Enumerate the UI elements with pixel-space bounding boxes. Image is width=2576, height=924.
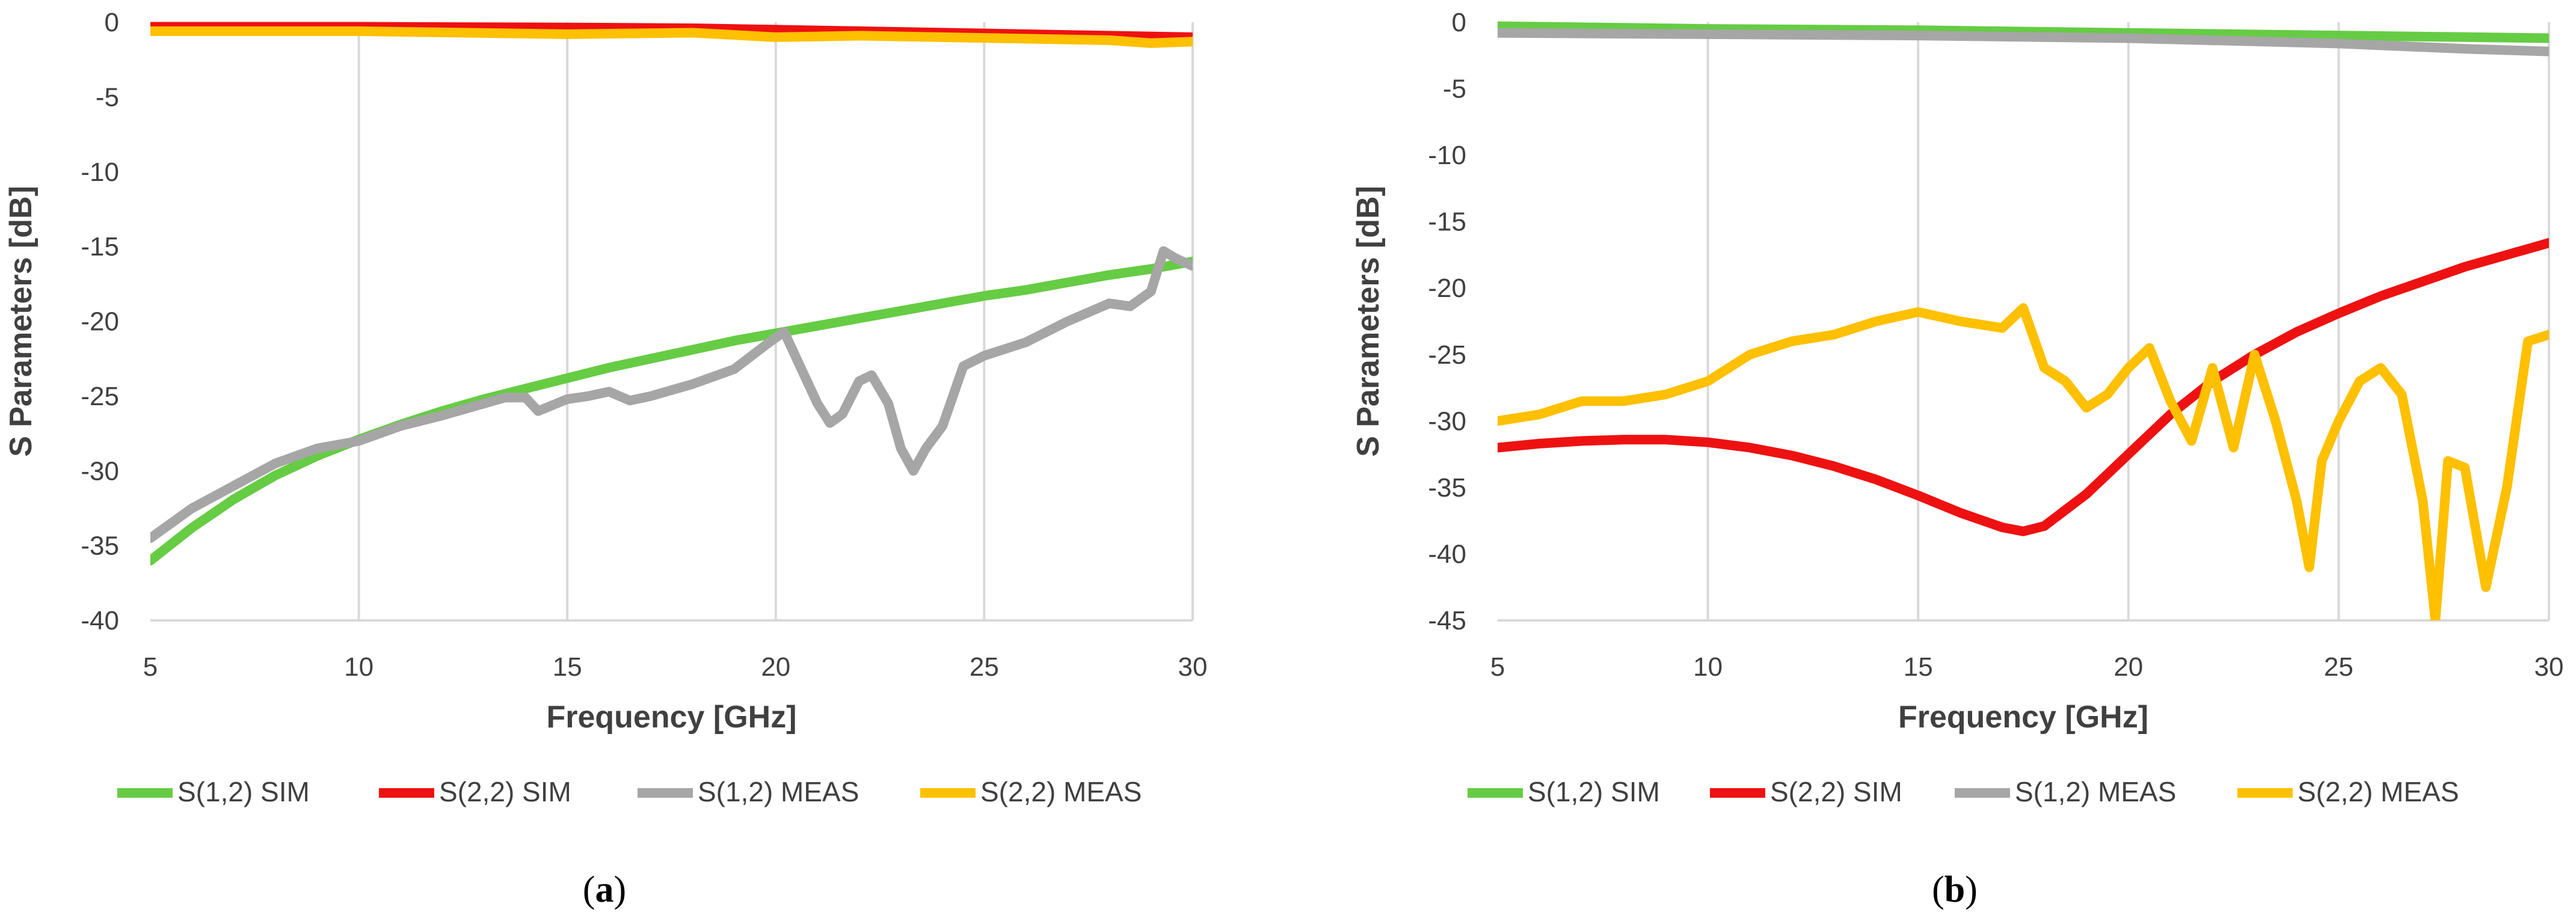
y-tick-label: -5 bbox=[96, 82, 119, 112]
x-axis-title: Frequency [GHz] bbox=[546, 700, 796, 735]
x-tick-label: 20 bbox=[761, 652, 790, 682]
y-tick-label: -15 bbox=[81, 232, 119, 262]
legend-label-s-2-2-meas: S(2,2) MEAS bbox=[980, 776, 1142, 807]
series-line-s-2-2-meas bbox=[150, 26, 1193, 48]
panel-label-close-paren: ) bbox=[1965, 869, 1978, 910]
panel-label-open-paren: ( bbox=[583, 869, 595, 910]
y-tick-label: -40 bbox=[1428, 539, 1466, 569]
y-tick-label: -25 bbox=[81, 382, 119, 411]
series-line-s-2-2-meas bbox=[1498, 303, 2549, 620]
series-line-s-1-2-sim bbox=[150, 257, 1193, 566]
x-axis-title: Frequency [GHz] bbox=[1898, 700, 2148, 735]
chart-panel-b: 5 10 15 20 25 30 0 -5 -10 -15 -20 -25 -30 -35 -40 -45 Fr… bbox=[1351, 8, 2563, 910]
series-line-s-1-2-meas bbox=[1498, 28, 2549, 57]
y-axis-title: S Parameters [dB] bbox=[1351, 186, 1386, 457]
y-tick-label: -10 bbox=[1428, 141, 1466, 170]
y-tick-label: -20 bbox=[81, 307, 119, 337]
y-tick-label: -45 bbox=[1428, 606, 1466, 635]
y-tick-label: -30 bbox=[1428, 406, 1466, 436]
legend-label-s-1-2-meas: S(1,2) MEAS bbox=[2015, 776, 2176, 807]
legend-label-s-1-2-sim: S(1,2) SIM bbox=[1528, 776, 1660, 807]
y-tick-label: -5 bbox=[1443, 75, 1466, 104]
panel-label: (b) bbox=[1932, 869, 1978, 910]
y-tick-label: -25 bbox=[1428, 340, 1466, 370]
plot-area bbox=[150, 22, 1193, 566]
x-tick-label: 15 bbox=[1904, 652, 1933, 682]
series-line-s-2-2-sim bbox=[1498, 238, 2549, 536]
legend-label-s-2-2-sim: S(2,2) SIM bbox=[1770, 776, 1902, 807]
y-tick-label: -35 bbox=[1428, 473, 1466, 503]
x-tick-label: 30 bbox=[1178, 652, 1208, 682]
y-axis-title: S Parameters [dB] bbox=[4, 186, 38, 457]
legend-label-s-1-2-meas: S(1,2) MEAS bbox=[698, 776, 859, 807]
x-tick-label: 10 bbox=[344, 652, 373, 682]
y-tick-label: -30 bbox=[81, 456, 119, 486]
x-tick-label: 25 bbox=[970, 652, 999, 682]
series-line-s-1-2-meas bbox=[150, 246, 1193, 543]
x-tick-label: 20 bbox=[2113, 652, 2143, 682]
legend-label-s-2-2-sim: S(2,2) SIM bbox=[439, 776, 571, 807]
legend-label-s-1-2-sim: S(1,2) SIM bbox=[177, 776, 310, 807]
panel-label-open-paren: ( bbox=[1932, 869, 1944, 910]
panel-label-letter: a bbox=[595, 869, 614, 910]
panel-label-letter: b bbox=[1944, 869, 1965, 910]
y-tick-label: -40 bbox=[81, 606, 119, 635]
y-tick-label: -20 bbox=[1428, 274, 1466, 303]
x-tick-label: 25 bbox=[2324, 652, 2353, 682]
y-tick-label: -35 bbox=[81, 531, 119, 561]
y-tick-label: 0 bbox=[1452, 8, 1466, 37]
plot-area bbox=[1498, 21, 2549, 620]
legend-label-s-2-2-meas: S(2,2) MEAS bbox=[2298, 776, 2459, 807]
y-tick-label: -15 bbox=[1428, 207, 1466, 237]
panel-label-close-paren: ) bbox=[614, 869, 627, 910]
x-tick-label: 5 bbox=[1490, 652, 1505, 682]
x-tick-label: 15 bbox=[553, 652, 582, 682]
x-tick-label: 30 bbox=[2535, 652, 2564, 682]
x-tick-label: 5 bbox=[143, 652, 158, 682]
y-tick-label: -10 bbox=[81, 158, 119, 187]
panel-label: (a) bbox=[583, 869, 626, 910]
chart-panel-a: 5 10 15 20 25 30 0 -5 -10 -15 -20 -25 -30 -35 -40 Frequ… bbox=[4, 8, 1207, 910]
x-tick-label: 10 bbox=[1693, 652, 1723, 682]
y-tick-label: 0 bbox=[105, 8, 119, 37]
series-line-s-1-2-sim bbox=[1498, 21, 2549, 43]
